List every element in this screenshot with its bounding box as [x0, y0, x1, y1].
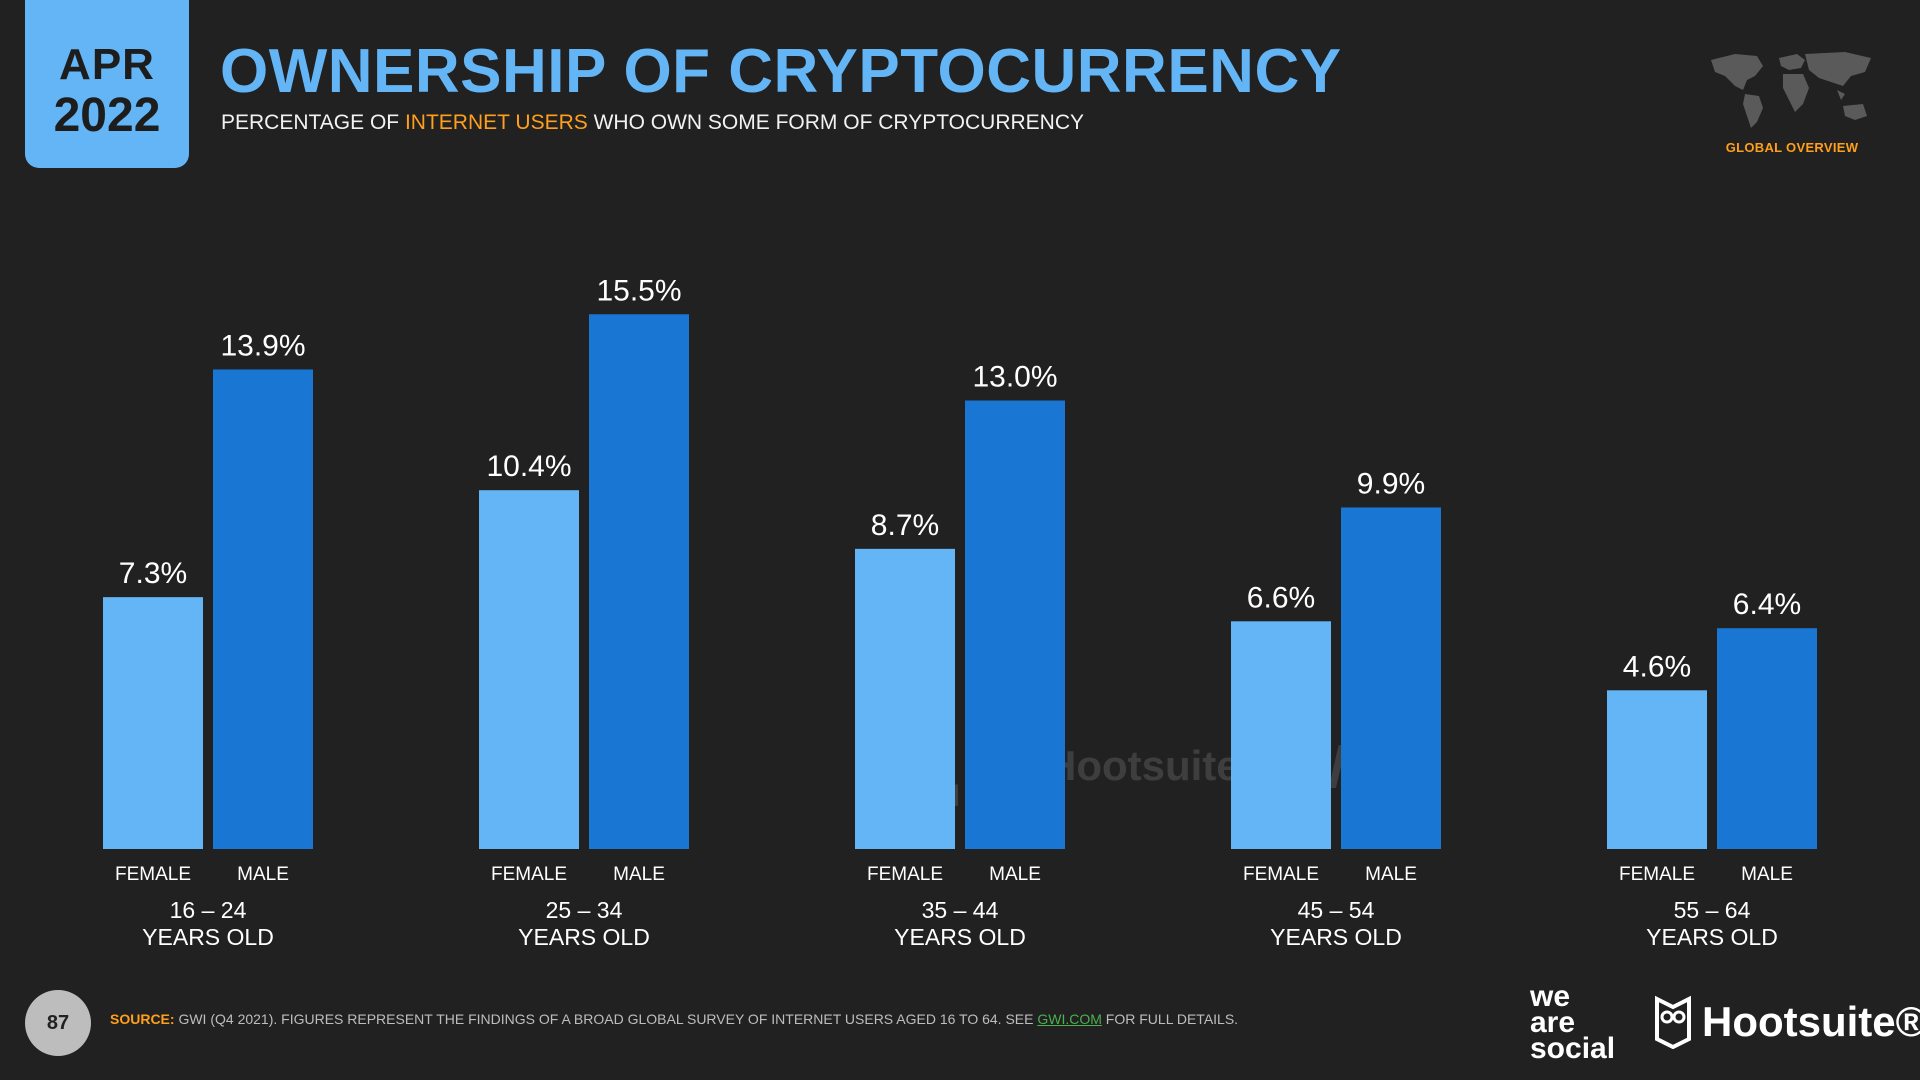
hootsuite-owl-icon: [1654, 995, 1692, 1049]
value-label: 6.6%: [1247, 581, 1315, 614]
series-label: FEMALE: [1243, 864, 1319, 885]
category-label: 16 – 24: [170, 897, 247, 923]
bar-female: [1231, 621, 1331, 849]
source-link[interactable]: GWI.COM: [1037, 1011, 1102, 1027]
source-tail: FOR FULL DETAILS.: [1102, 1011, 1238, 1027]
bar-male: [1717, 628, 1817, 849]
value-label: 13.0%: [972, 361, 1057, 394]
category-suffix: YEARS OLD: [1646, 924, 1778, 950]
value-label: 4.6%: [1623, 650, 1691, 683]
series-label: MALE: [989, 864, 1041, 885]
series-label: FEMALE: [115, 864, 191, 885]
category-suffix: YEARS OLD: [142, 924, 274, 950]
category-label: 45 – 54: [1298, 897, 1375, 923]
wearesocial-logo: we are social: [1530, 984, 1615, 1062]
value-label: 13.9%: [220, 329, 305, 362]
value-label: 7.3%: [119, 557, 187, 590]
bar-male: [213, 369, 313, 849]
source-text: GWI (Q4 2021). FIGURES REPRESENT THE FIN…: [175, 1011, 1038, 1027]
bar-female: [855, 549, 955, 849]
source-label: SOURCE:: [110, 1011, 175, 1027]
value-label: 8.7%: [871, 509, 939, 542]
series-label: FEMALE: [491, 864, 567, 885]
source-note: SOURCE: GWI (Q4 2021). FIGURES REPRESENT…: [110, 1011, 1238, 1027]
series-label: MALE: [613, 864, 665, 885]
value-label: 15.5%: [596, 274, 681, 307]
category-suffix: YEARS OLD: [894, 924, 1026, 950]
value-label: 10.4%: [486, 450, 571, 483]
category-suffix: YEARS OLD: [518, 924, 650, 950]
bar-female: [1607, 690, 1707, 849]
bar-male: [1341, 507, 1441, 849]
series-label: MALE: [1741, 864, 1793, 885]
series-label: FEMALE: [867, 864, 943, 885]
series-label: FEMALE: [1619, 864, 1695, 885]
series-label: MALE: [1365, 864, 1417, 885]
bar-female: [479, 490, 579, 849]
bar-female: [103, 597, 203, 849]
series-label: MALE: [237, 864, 289, 885]
bar-male: [965, 401, 1065, 850]
category-label: 25 – 34: [546, 897, 623, 923]
hootsuite-logo: Hootsuite®: [1702, 998, 1920, 1046]
category-label: 55 – 64: [1674, 897, 1751, 923]
logo-social: social: [1530, 1036, 1615, 1062]
value-label: 9.9%: [1357, 467, 1425, 500]
bar-male: [589, 314, 689, 849]
category-label: 35 – 44: [922, 897, 999, 923]
page-number: 87: [25, 990, 91, 1056]
category-suffix: YEARS OLD: [1270, 924, 1402, 950]
value-label: 6.4%: [1733, 588, 1801, 621]
